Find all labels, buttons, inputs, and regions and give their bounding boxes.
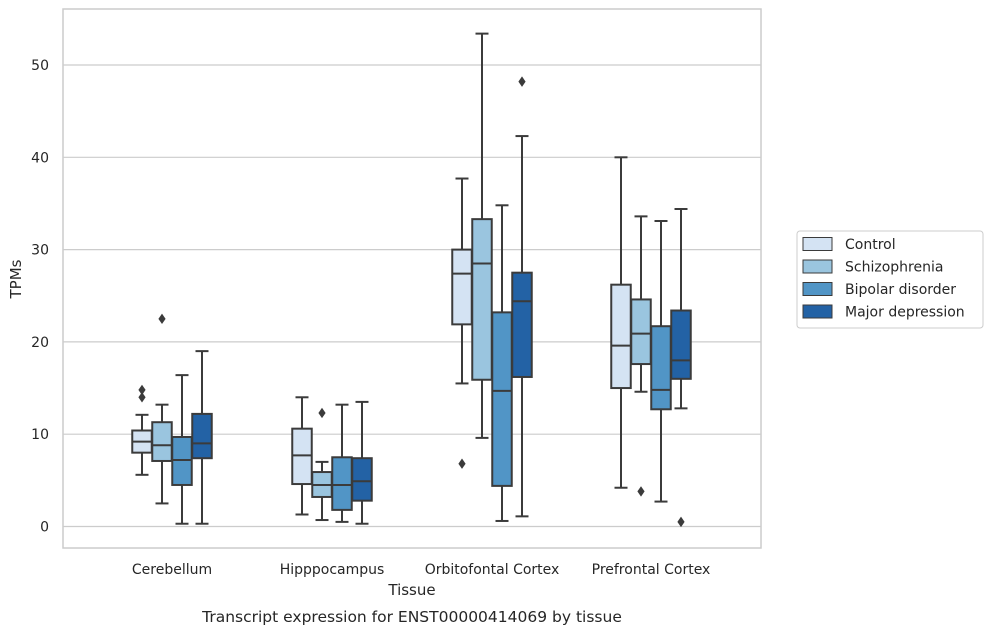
y-tick-label: 50: [31, 58, 49, 74]
box-iqr: [670, 309, 692, 380]
x-axis-label: Tissue: [387, 581, 435, 599]
legend-swatch: [802, 304, 833, 319]
gridlines: [63, 64, 761, 528]
legend-swatch: [802, 282, 833, 296]
box-control: [131, 384, 153, 476]
box-major-depression: [351, 400, 373, 525]
box-iqr: [471, 218, 493, 381]
x-tick-label: Prefrontal Cortex: [592, 562, 711, 578]
box-iqr: [650, 325, 672, 411]
x-tick-label: Cerebellum: [132, 562, 212, 578]
box-iqr: [331, 456, 353, 511]
legend-label: Control: [845, 237, 896, 253]
box-schizophrenia: [471, 32, 493, 439]
outlier-point: [318, 407, 326, 419]
box-iqr: [451, 248, 473, 326]
legend: Control Schizophrenia Bipolar disorder Majo…: [796, 230, 984, 329]
legend-label: Bipolar disorder: [845, 282, 956, 298]
legend-frame: [796, 230, 984, 329]
box-major-depression: [670, 207, 692, 528]
x-tick-labels: Cerebellum Hipppocampus Orbitofontal Corte…: [132, 562, 710, 578]
box-iqr: [151, 421, 173, 462]
box-schizophrenia: [311, 407, 333, 522]
outlier-point: [677, 516, 685, 528]
outlier-point: [138, 392, 146, 403]
box-schizophrenia: [151, 313, 173, 505]
outlier-point: [458, 458, 466, 469]
x-tick-label: Hipppocampus: [280, 562, 385, 578]
y-tick-label: 20: [31, 335, 49, 351]
chart-caption: Transcript expression for ENST0000041406…: [201, 608, 622, 626]
y-tick-label: 0: [40, 520, 49, 536]
y-tick-labels: 0 10 20 30 40 50: [31, 58, 49, 536]
box-bipolar-disorder: [491, 204, 513, 522]
outlier-point: [518, 76, 526, 87]
box-groups: [131, 32, 692, 528]
box-bipolar-disorder: [171, 374, 193, 525]
legend-swatch: [802, 237, 833, 251]
plot-frame: [62, 8, 762, 549]
box-iqr: [191, 412, 213, 460]
y-tick-label: 10: [31, 427, 49, 443]
box-control: [291, 396, 313, 516]
legend-label: Major depression: [845, 305, 965, 321]
box-major-depression: [191, 350, 213, 525]
legend-label: Schizophrenia: [845, 260, 943, 276]
outlier-point: [158, 313, 166, 325]
outlier-point: [637, 486, 645, 497]
box-schizophrenia: [630, 215, 652, 497]
box-iqr: [630, 298, 652, 366]
box-bipolar-disorder: [650, 219, 672, 503]
box-iqr: [511, 271, 533, 378]
box-control: [610, 156, 632, 489]
box-iqr: [610, 283, 632, 390]
y-axis-label: TPMs: [7, 259, 25, 299]
y-tick-label: 30: [31, 243, 49, 259]
box-bipolar-disorder: [331, 403, 353, 523]
box-major-depression: [511, 76, 533, 518]
box-control: [451, 177, 473, 469]
y-tick-label: 40: [31, 150, 49, 166]
legend-swatch: [802, 259, 833, 274]
box-iqr: [491, 311, 513, 487]
outlier-point: [138, 384, 146, 396]
x-tick-label: Orbitofontal Cortex: [425, 562, 560, 578]
box-iqr: [351, 457, 373, 502]
